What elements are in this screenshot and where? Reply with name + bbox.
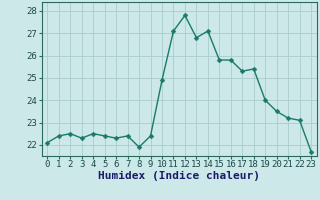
X-axis label: Humidex (Indice chaleur): Humidex (Indice chaleur) <box>98 171 260 181</box>
